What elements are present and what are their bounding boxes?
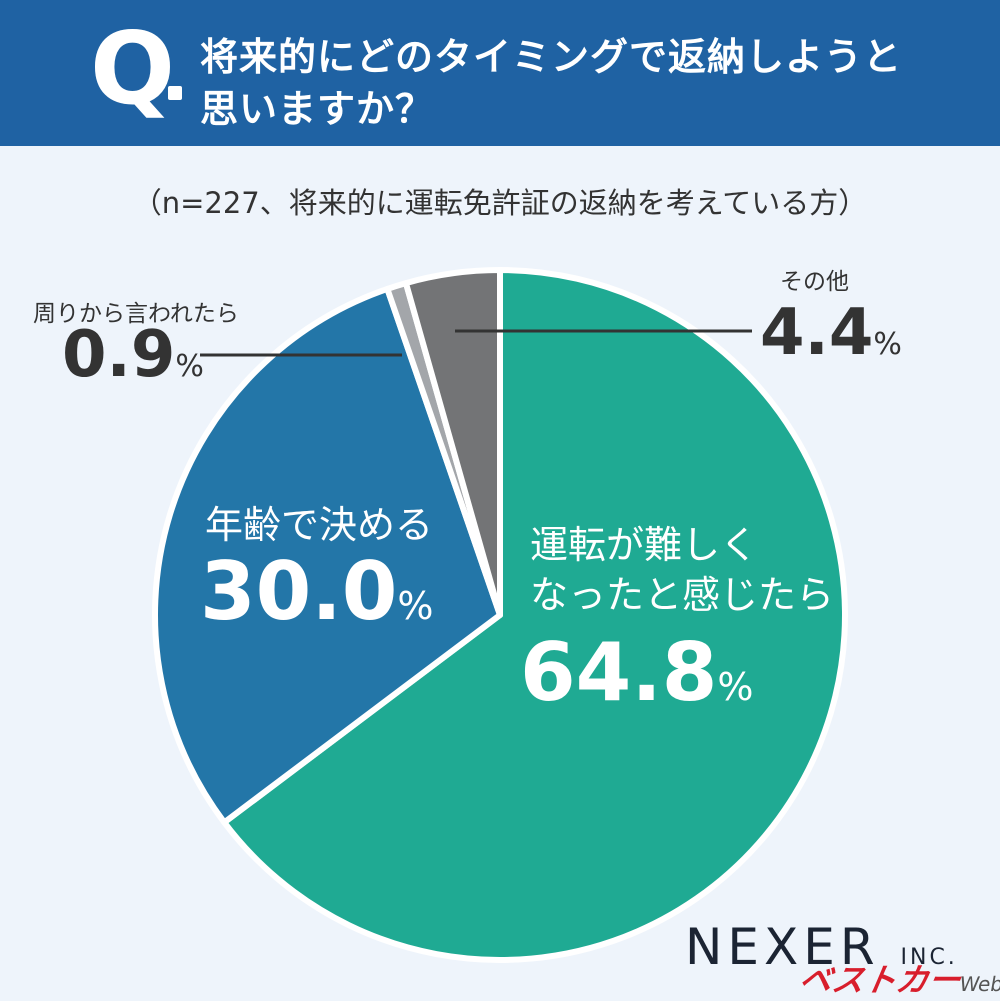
question-header: Q 将来的にどのタイミングで返納しようと 思いますか？ — [0, 0, 1000, 146]
slice-value-age: 30.0% — [200, 545, 434, 638]
slice-label-age: 年齢で決める — [205, 503, 434, 547]
slice-label-people: 周りから言われたら — [33, 301, 239, 327]
pie-slices — [152, 267, 848, 963]
nexer-logo: NEXER INC. — [685, 918, 958, 976]
slice-label-other: その他 — [780, 269, 849, 295]
slice-value-difficult: 64.8% — [520, 626, 754, 719]
slice-label-difficult-line2: なったと感じたら — [530, 573, 835, 617]
slice-value-other: 4.4% — [760, 296, 902, 370]
slice-age — [152, 285, 503, 826]
sample-note: （n=227、将来的に運転免許証の返納を考えている方） — [132, 186, 868, 220]
question-title-line1: 将来的にどのタイミングで返納しようと — [200, 35, 903, 79]
question-q-mark: Q — [90, 10, 176, 127]
slice-label-difficult-line1: 運転が難しく — [530, 523, 759, 567]
q-dot-icon — [168, 86, 182, 100]
question-title-line2: 思いますか？ — [200, 87, 435, 131]
slice-other — [402, 267, 503, 618]
bestcar-watermark: ベストカーWeb — [796, 961, 1000, 999]
slice-value-people: 0.9% — [62, 318, 204, 392]
slice-difficult — [221, 267, 848, 963]
